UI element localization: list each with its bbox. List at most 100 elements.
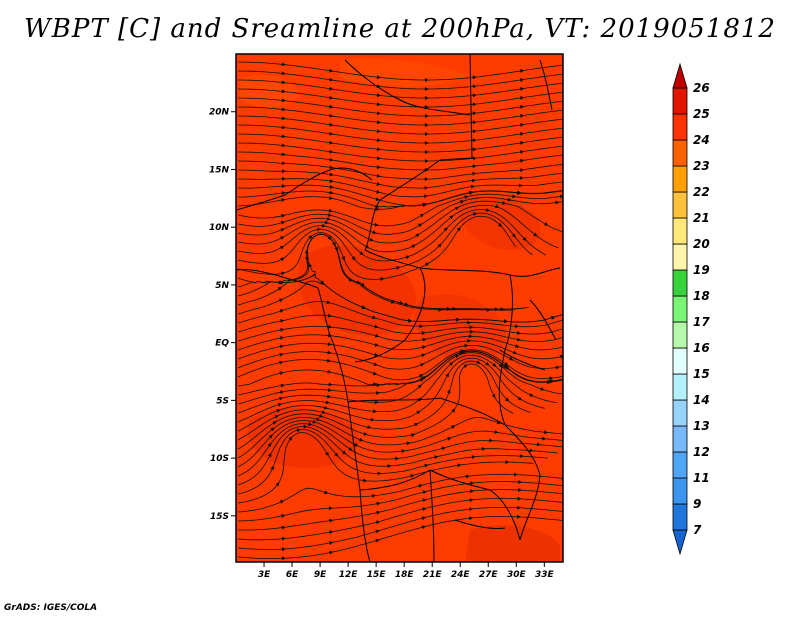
x-tick-label: 33E: [535, 570, 555, 580]
streamline-arrowhead: [321, 223, 327, 228]
streamline-arrowhead: [395, 456, 400, 461]
streamline-arrowhead: [341, 450, 347, 455]
streamline-arrowhead: [515, 344, 520, 348]
streamline-arrowhead: [280, 319, 285, 323]
streamline-arrowhead: [380, 277, 385, 281]
streamline-arrowhead: [422, 203, 428, 207]
streamline: [237, 212, 533, 271]
streamline-arrowhead: [472, 102, 477, 107]
streamline-arrowhead: [267, 452, 272, 458]
streamline: [238, 178, 563, 198]
streamline-arrowhead: [446, 306, 451, 311]
streamline-arrowhead: [308, 235, 313, 240]
streamline-arrowhead: [281, 89, 286, 94]
colorbar-segment: [672, 113, 688, 141]
streamline-arrowhead: [468, 334, 473, 339]
streamline-arrowhead: [449, 215, 454, 220]
x-tick-label: 21E: [423, 570, 443, 580]
streamline-arrowhead: [279, 309, 285, 314]
streamline-arrowhead: [348, 447, 353, 451]
streamline-arrowhead: [514, 324, 520, 329]
streamline-arrowhead: [405, 255, 410, 260]
streamline-arrowhead: [472, 84, 477, 89]
streamline-arrowhead: [288, 436, 293, 441]
streamline-arrowhead: [329, 104, 334, 109]
streamline-arrowhead: [540, 386, 545, 391]
streamline-arrowhead: [280, 220, 286, 225]
streamline-arrowhead: [502, 201, 507, 205]
streamline-arrowhead: [272, 421, 277, 425]
colorbar-label: 9: [693, 497, 701, 511]
streamline-arrowhead: [421, 516, 427, 521]
streamline-arrowhead: [404, 302, 409, 307]
streamline-arrowhead: [520, 168, 525, 173]
streamline-arrowhead: [377, 471, 382, 476]
streamline-arrowhead: [376, 501, 381, 506]
streamline-arrowhead: [470, 481, 475, 486]
country-borders: [236, 54, 561, 562]
streamline-arrowhead: [279, 344, 285, 349]
streamline-arrowhead: [281, 198, 286, 202]
streamline-arrowhead: [497, 222, 502, 228]
streamline-arrowhead: [361, 305, 367, 310]
streamline-arrowhead: [341, 256, 346, 261]
streamline-arrowhead: [500, 307, 505, 312]
streamline-arrowhead: [517, 496, 522, 501]
streamline-arrowhead: [471, 178, 476, 183]
streamline-arrowhead: [464, 343, 469, 348]
streamline-arrowhead: [308, 262, 313, 268]
streamline-arrowhead: [520, 87, 525, 91]
streamline-arrowhead: [419, 374, 424, 378]
streamline-arrowhead: [422, 337, 427, 342]
streamline: [237, 432, 534, 504]
streamline-arrowhead: [424, 96, 429, 100]
colorbar-segment: [672, 425, 688, 453]
streamline-arrowhead: [472, 138, 477, 143]
streamline-arrowhead: [334, 247, 339, 252]
streamline-arrowhead: [376, 93, 381, 98]
colorbar-segment: [672, 451, 688, 479]
colorbar-label: 24: [693, 133, 710, 147]
streamline-arrowhead: [511, 233, 516, 238]
streamline-arrowhead: [270, 465, 274, 470]
streamline-arrowhead: [329, 77, 334, 82]
streamline: [238, 70, 563, 90]
streamline-arrowhead: [374, 324, 379, 329]
streamline-arrowhead: [281, 176, 286, 181]
streamline: [238, 169, 563, 189]
x-tick-label: 24E: [451, 570, 471, 580]
streamline-arrowhead: [317, 227, 322, 232]
streamline-arrowhead: [281, 125, 286, 130]
streamline-arrowhead: [519, 176, 524, 180]
streamline-arrowhead: [280, 390, 285, 395]
y-tick-label: 20N: [209, 108, 230, 118]
streamline-arrowhead: [376, 156, 381, 161]
streamline-arrowhead: [329, 122, 334, 127]
streamline-arrowhead: [517, 396, 523, 401]
streamline: [237, 193, 563, 227]
streamline: [237, 209, 547, 262]
streamline-arrowhead: [472, 75, 477, 80]
streamline: [237, 516, 563, 559]
colorbar-label: 12: [693, 445, 710, 459]
streamline-arrowhead: [375, 197, 380, 202]
streamline-arrowhead: [280, 228, 285, 232]
streamline-arrowhead: [424, 159, 429, 163]
streamline-arrowhead: [323, 405, 329, 410]
streamline-arrowhead: [417, 384, 422, 389]
streamline-arrowhead: [281, 547, 286, 552]
streamline-arrowhead: [327, 369, 332, 374]
streamline-arrowhead: [370, 417, 375, 422]
streamline-arrowhead: [516, 331, 522, 335]
streamline-arrowhead: [329, 131, 334, 136]
streamline-arrowhead: [267, 442, 272, 448]
streamline-arrowhead: [543, 430, 549, 435]
chart-title: WBPT [C] and Sreamline at 200hPa, VT: 20…: [24, 14, 776, 44]
streamline-arrowhead: [456, 317, 461, 322]
streamline-arrowhead: [519, 183, 524, 188]
streamline-arrowhead: [281, 184, 286, 189]
streamline: [238, 489, 563, 531]
streamline-arrowhead: [277, 286, 283, 291]
streamline-arrowhead: [281, 62, 286, 67]
